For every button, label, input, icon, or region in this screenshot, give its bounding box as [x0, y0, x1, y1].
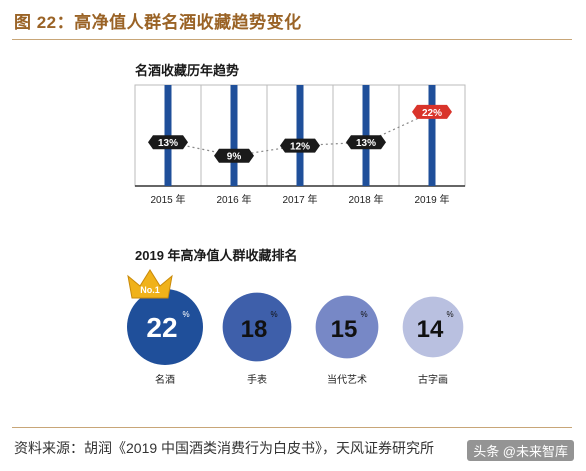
bar-2 [230, 85, 238, 186]
value-label-3: 12% [290, 142, 310, 153]
bubble-value-3: 15 [331, 316, 358, 343]
bar-3 [296, 85, 304, 186]
x-tick-label-4: 2018 年 [348, 193, 383, 206]
watermark: 头条 @未来智库 [467, 440, 574, 461]
crown-icon: No.1 [127, 269, 173, 299]
trend-chart-panel: 13% 2015 年 9% 2016 年 12% 2017 年 13% 2018 年 22% 20… [134, 84, 466, 206]
bubble-label-1: 名酒 [155, 373, 175, 386]
bubble-value-1: 22 [146, 312, 177, 343]
value-label-5: 22% [422, 108, 442, 119]
x-tick-label-2: 2016 年 [216, 193, 251, 206]
x-tick-label-1: 2015 年 [150, 193, 185, 206]
source-note: 资料来源：胡润《2019 中国酒类消费行为白皮书》，天风证券研究所 [14, 440, 435, 456]
title-divider [12, 39, 572, 40]
bubble-value-2: 18 [241, 316, 268, 343]
ranking-chart-title: 2019 年高净值人群收藏排名 [135, 248, 298, 263]
value-badge-5 [412, 104, 452, 119]
bubble-unit-1: % [182, 310, 189, 319]
value-label-4: 13% [356, 138, 376, 149]
bubble-value-4: 14 [417, 316, 444, 343]
bubble-unit-4: % [446, 310, 453, 319]
crown-badge-label: No.1 [140, 285, 160, 295]
value-label-1: 13% [158, 138, 178, 149]
x-tick-label-5: 2019 年 [414, 193, 449, 206]
x-tick-label-3: 2017 年 [282, 193, 317, 206]
value-label-2: 9% [227, 152, 242, 163]
bubble-unit-3: % [360, 310, 367, 319]
ranking-chart-panel: 22 % 名酒 18% 手表 15% 当代艺术 14% 古字画 No.1 [127, 269, 464, 386]
value-badge-3 [280, 138, 320, 153]
value-badge-2 [214, 148, 254, 163]
bubble-1 [127, 289, 203, 365]
bar-5 [428, 85, 436, 186]
bubble-2 [222, 292, 292, 362]
bubble-label-2: 手表 [247, 373, 267, 386]
value-badge-4 [346, 135, 386, 150]
figure-title: 图 22：高净值人群名酒收藏趋势变化 [14, 13, 302, 32]
bubble-4 [402, 296, 464, 358]
trend-chart-title: 名酒收藏历年趋势 [135, 63, 239, 78]
source-divider [12, 427, 572, 428]
bubble-label-3: 当代艺术 [327, 373, 367, 386]
crown-shape [127, 269, 173, 299]
bubble-label-4: 古字画 [418, 373, 448, 386]
value-badge-1 [148, 135, 188, 150]
bubble-3 [315, 295, 379, 359]
bubble-unit-2: % [270, 310, 277, 319]
